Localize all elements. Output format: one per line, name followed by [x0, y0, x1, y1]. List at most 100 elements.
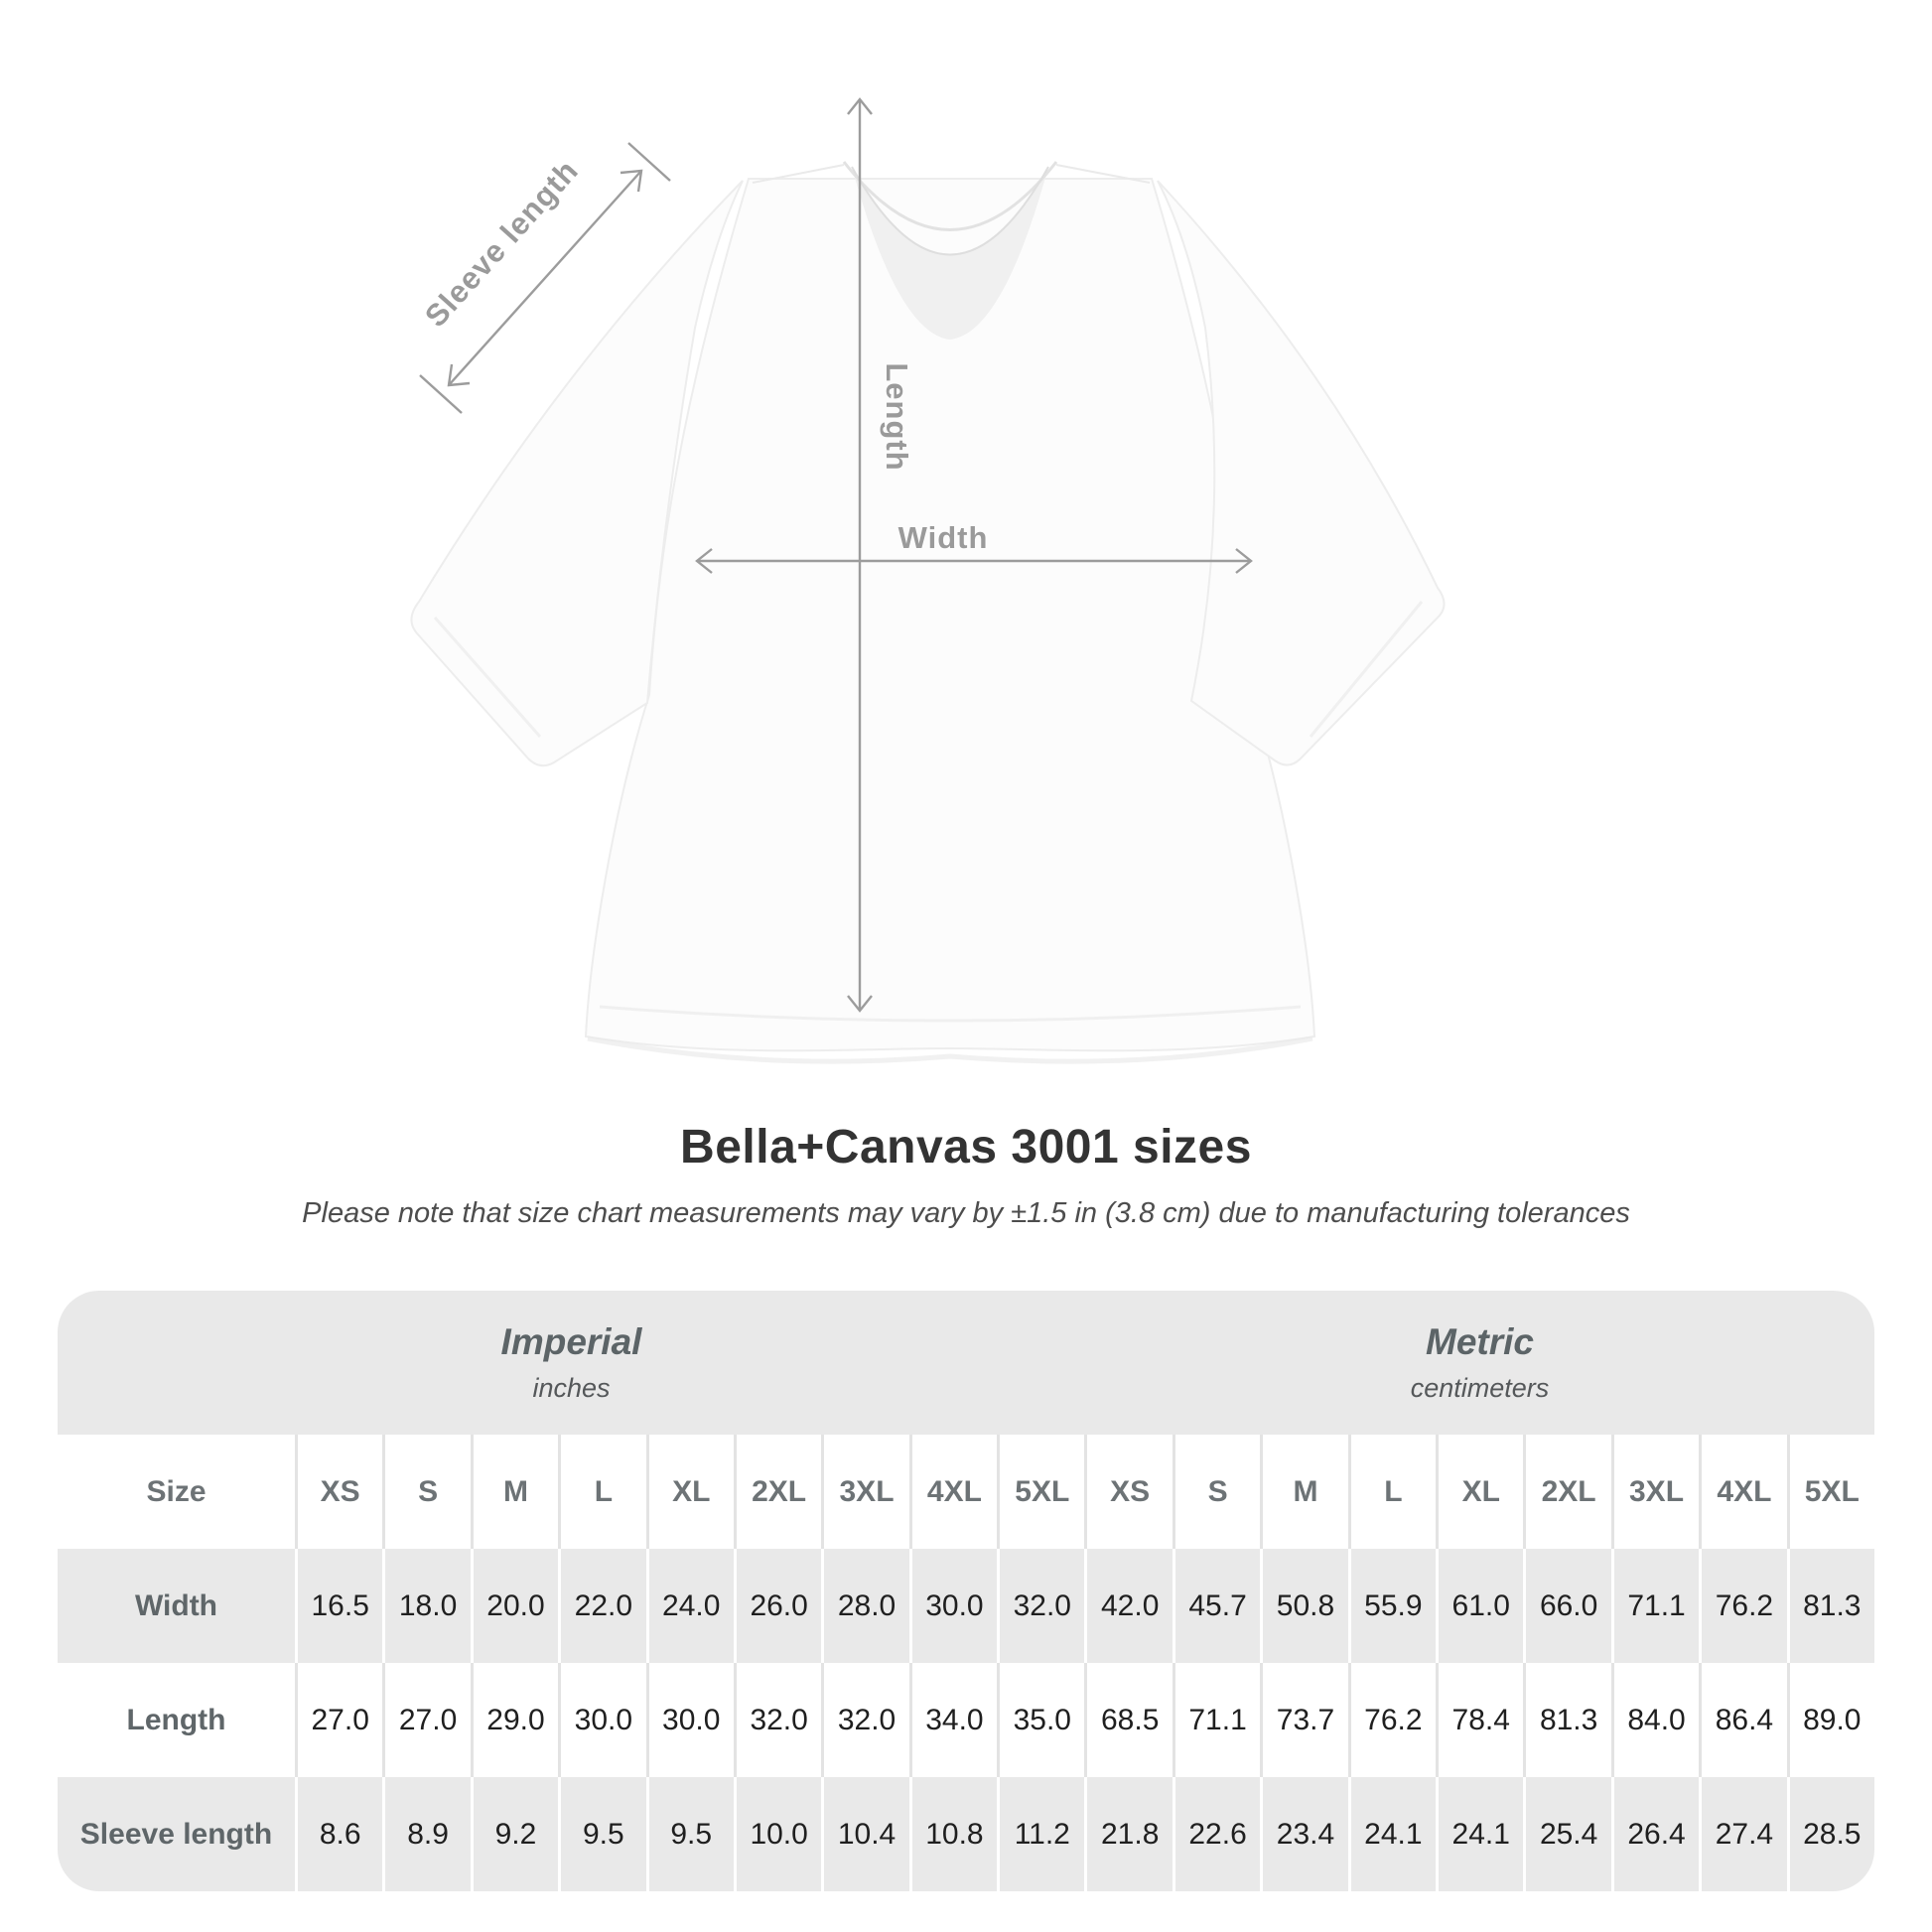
table-row-width: Width 16.5 18.0 20.0 22.0 24.0 26.0 28.0…	[58, 1549, 1874, 1663]
value-cell: 25.4	[1523, 1777, 1610, 1891]
value-cell: 18.0	[382, 1549, 470, 1663]
length-label: Length	[880, 362, 914, 471]
size-header: 4XL	[908, 1435, 997, 1549]
value-cell: 42.0	[1084, 1549, 1172, 1663]
value-cell: 30.0	[558, 1663, 645, 1777]
metric-unit: centimeters	[1410, 1373, 1550, 1403]
value-cell: 84.0	[1610, 1663, 1699, 1777]
tshirt-shoulder-seam-right	[1055, 164, 1151, 184]
tshirt-right-sleeve-hem	[1309, 601, 1424, 738]
value-cell: 27.0	[382, 1663, 470, 1777]
value-cell: 35.0	[997, 1663, 1084, 1777]
value-cell: 28.5	[1786, 1777, 1874, 1891]
value-cell: 89.0	[1786, 1663, 1874, 1777]
imperial-unit: inches	[532, 1373, 611, 1403]
size-header: 5XL	[997, 1435, 1084, 1549]
tshirt-left-sleeve	[410, 180, 744, 767]
value-cell: 10.0	[733, 1777, 821, 1891]
width-label: Width	[898, 520, 989, 555]
value-cell: 32.0	[997, 1549, 1084, 1663]
size-header: 3XL	[1610, 1435, 1699, 1549]
value-cell: 23.4	[1260, 1777, 1347, 1891]
value-cell: 30.0	[645, 1663, 734, 1777]
length-arrowhead-top	[847, 97, 873, 115]
value-cell: 29.0	[470, 1663, 558, 1777]
value-cell: 76.2	[1699, 1549, 1786, 1663]
value-cell: 16.5	[295, 1549, 382, 1663]
value-cell: 8.6	[295, 1777, 382, 1891]
unit-group-header: Imperial inches Metric centimeters	[58, 1291, 1874, 1435]
value-cell: 28.0	[821, 1549, 908, 1663]
value-cell: 76.2	[1347, 1663, 1436, 1777]
sleeve-arrowhead-top	[620, 169, 643, 193]
size-header: XS	[295, 1435, 382, 1549]
sleeve-end-tick-top	[627, 142, 671, 182]
value-cell: 24.1	[1436, 1777, 1523, 1891]
value-cell: 24.1	[1347, 1777, 1436, 1891]
value-cell: 78.4	[1436, 1663, 1523, 1777]
row-label: Sleeve length	[79, 1817, 273, 1851]
sleeve-arrowhead-bottom	[447, 363, 471, 387]
size-header: M	[1260, 1435, 1347, 1549]
page-title: Bella+Canvas 3001 sizes	[680, 1121, 1252, 1173]
metric-label: Metric	[1426, 1321, 1534, 1362]
metric-group-header: Metric centimeters	[1085, 1291, 1874, 1435]
value-cell: 10.8	[908, 1777, 997, 1891]
value-cell: 11.2	[997, 1777, 1084, 1891]
length-arrowhead-bottom	[847, 995, 873, 1013]
value-cell: 20.0	[470, 1549, 558, 1663]
value-cell: 71.1	[1610, 1549, 1699, 1663]
tshirt-hem-stitch	[599, 1005, 1302, 1023]
size-header: M	[470, 1435, 558, 1549]
value-cell: 32.0	[733, 1663, 821, 1777]
size-header: L	[558, 1435, 645, 1549]
table-row-length: Length 27.0 27.0 29.0 30.0 30.0 32.0 32.…	[58, 1663, 1874, 1777]
value-cell: 26.4	[1610, 1777, 1699, 1891]
value-cell: 86.4	[1699, 1663, 1786, 1777]
tshirt-collar-shadow	[852, 167, 1048, 340]
value-cell: 50.8	[1260, 1549, 1347, 1663]
measurement-arrows	[419, 97, 1253, 1013]
row-label: Length	[126, 1703, 226, 1736]
tshirt-collar-outer	[842, 161, 1058, 231]
sleeve-arrow-line	[448, 170, 642, 386]
sleeve-end-tick-bottom	[419, 374, 463, 414]
tshirt-left-sleeve-hem	[433, 617, 542, 738]
imperial-label: Imperial	[500, 1321, 642, 1362]
page-subtitle: Please note that size chart measurements…	[302, 1197, 1630, 1229]
value-cell: 24.0	[645, 1549, 734, 1663]
value-cell: 26.0	[733, 1549, 821, 1663]
size-header: XS	[1084, 1435, 1172, 1549]
value-cell: 45.7	[1172, 1549, 1260, 1663]
size-header: 2XL	[1523, 1435, 1610, 1549]
value-cell: 71.1	[1172, 1663, 1260, 1777]
table-row-sleeve-length: Sleeve length 8.6 8.9 9.2 9.5 9.5 10.0 1…	[58, 1777, 1874, 1891]
size-header: XL	[645, 1435, 734, 1549]
value-cell: 9.5	[558, 1777, 645, 1891]
size-column-header: Size	[146, 1474, 207, 1508]
size-header: S	[1172, 1435, 1260, 1549]
size-header-row: Size XS S M L XL 2XL 3XL 4XL 5XL XS S M …	[58, 1435, 1874, 1549]
size-header: XL	[1436, 1435, 1523, 1549]
width-arrowhead-left	[695, 548, 713, 574]
size-header: L	[1347, 1435, 1436, 1549]
value-cell: 30.0	[908, 1549, 997, 1663]
sleeve-length-label: Sleeve length	[418, 153, 585, 334]
value-cell: 22.0	[558, 1549, 645, 1663]
value-cell: 27.4	[1699, 1777, 1786, 1891]
value-cell: 9.5	[645, 1777, 734, 1891]
imperial-group-header: Imperial inches	[58, 1291, 1085, 1435]
tshirt-collar-inner	[851, 166, 1049, 256]
tshirt-shoulder-seam-left	[752, 164, 845, 184]
value-cell: 32.0	[821, 1663, 908, 1777]
value-cell: 61.0	[1436, 1549, 1523, 1663]
value-cell: 9.2	[470, 1777, 558, 1891]
size-header: S	[382, 1435, 470, 1549]
tshirt-right-sleeve	[1157, 180, 1446, 766]
value-cell: 55.9	[1347, 1549, 1436, 1663]
value-cell: 8.9	[382, 1777, 470, 1891]
size-header: 4XL	[1699, 1435, 1786, 1549]
value-cell: 66.0	[1523, 1549, 1610, 1663]
value-cell: 21.8	[1084, 1777, 1172, 1891]
